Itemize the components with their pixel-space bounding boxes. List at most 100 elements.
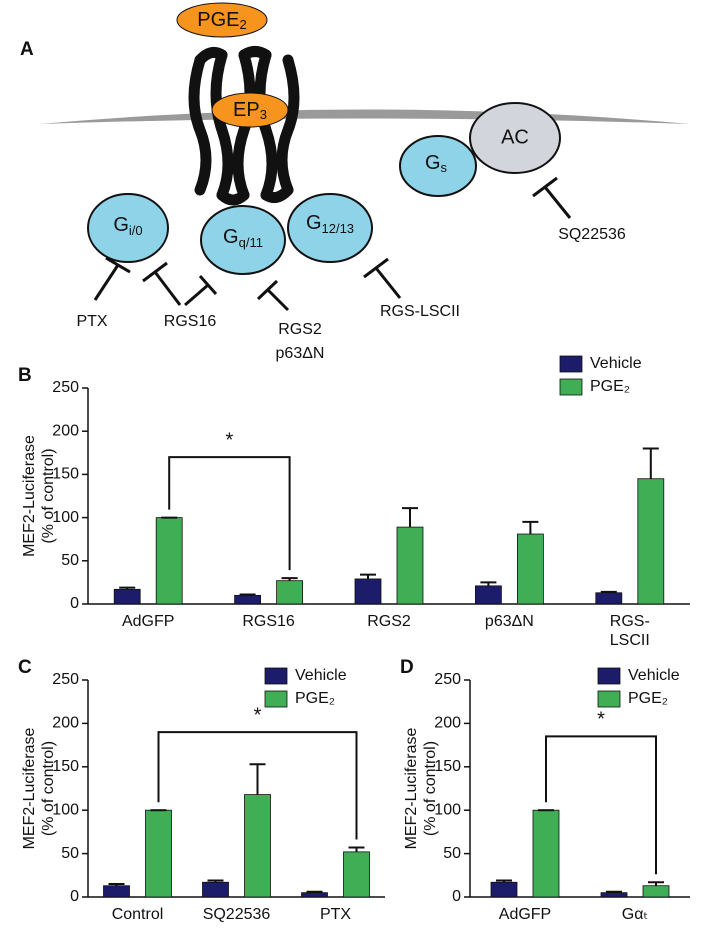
significance-label: * [597,709,605,731]
inhibitor-label: RGS-LSCII [380,303,460,320]
receptor-label: EP3 [233,99,267,122]
error-bar [239,593,256,596]
receptor-sub: 3 [260,107,267,122]
y-axis-label: (% of control) [40,448,57,543]
legend-swatch [264,667,288,685]
x-tick-label: Control [112,906,164,923]
panel-label: D [400,657,414,678]
y-tick-label: 250 [434,671,461,688]
y-tick-label: 100 [52,509,79,526]
x-tick-label: AdGFP [499,906,551,923]
bar [244,794,271,898]
protein-shape [87,193,169,263]
significance-label: * [254,704,262,726]
protein-main: G [113,214,129,236]
error-bar [360,573,376,579]
inhibitor-label: p63ΔN [276,345,325,362]
error-bar [108,882,125,886]
inhibitor-label: RGS2 [278,321,322,338]
y-tick-label: 0 [452,888,461,905]
bar [396,526,424,605]
legend-label: Vehicle [590,355,642,372]
y-axis-label: (% of control) [422,741,439,836]
y-tick-label: 200 [52,422,79,439]
protein-shape [399,135,477,197]
bar [600,892,628,898]
protein-label: Gq/11 [223,226,263,250]
protein-main: G [306,212,322,234]
bar [202,881,229,898]
ligand-shape [176,2,268,38]
panel-label: C [18,657,32,678]
error-bar [600,590,617,593]
y-axis-label: MEF2-Luciferase [403,727,420,849]
inhibitor-label: RGS16 [164,313,217,330]
x-tick-label: PTX [320,906,351,923]
membrane [40,109,690,124]
y-tick-label: 250 [52,671,79,688]
error-bar [249,763,266,795]
error-bar [119,586,136,590]
inhibitor-label: SQ22536 [558,226,626,243]
x-tick-label: RGS2 [367,613,411,630]
protein-shape [287,193,373,263]
protein-sub: 12/13 [322,221,355,236]
bar [113,588,141,605]
y-tick-label: 200 [434,715,461,732]
error-bar [648,881,664,886]
bar [354,578,382,605]
protein-sub: q/11 [239,235,263,250]
panel-label: A [20,39,34,60]
inhibition-arrows [93,176,572,312]
protein-shape [469,102,561,174]
protein-main: G [425,152,441,174]
x-tick-label: RGS16 [242,613,295,630]
legend-swatch [597,690,621,708]
bar [517,533,544,605]
bar [642,885,670,898]
y-tick-label: 150 [52,466,79,483]
y-tick-label: 100 [52,801,79,818]
y-tick-label: 50 [443,845,461,862]
protein-label: Gs [425,152,448,175]
error-bar [402,507,418,528]
ligand-main: PGE [197,9,239,31]
error-bar [606,890,622,893]
panel-label: B [18,365,32,386]
ligand-sub: 2 [240,17,247,32]
bar [276,580,304,605]
significance-bracket [168,456,291,571]
legend-swatch [597,667,621,685]
bar [103,885,130,898]
protein-label: Gi/0 [113,214,142,238]
x-tick-label: RGS-LSCII [610,613,650,649]
bar [155,517,183,605]
error-bar [496,879,512,883]
receptor-main: EP [233,99,260,121]
error-bar [522,520,539,535]
protein-shape [200,205,286,275]
bar [145,809,172,898]
x-tick-label: Gαₜ [622,906,648,923]
significance-bracket [157,731,358,840]
protein-main: G [223,226,239,248]
y-tick-label: 200 [52,715,79,732]
y-tick-label: 0 [70,595,79,612]
legend-label: PGE₂ [628,690,668,707]
protein-sub: i/0 [129,223,143,238]
bar [595,592,623,605]
significance-label: * [226,429,234,451]
bar [343,851,370,898]
legend-label: Vehicle [628,667,680,684]
x-tick-label: p63ΔN [485,613,534,630]
protein-sub: s [441,160,448,175]
y-tick-label: 50 [61,552,79,569]
y-tick-label: 250 [52,379,79,396]
bar [234,594,262,605]
significance-bracket [545,735,657,875]
legend-swatch [264,690,288,708]
ligand-label: PGE2 [197,9,246,32]
y-tick-label: 150 [52,758,79,775]
y-axis-label: MEF2-Luciferase [21,435,38,557]
